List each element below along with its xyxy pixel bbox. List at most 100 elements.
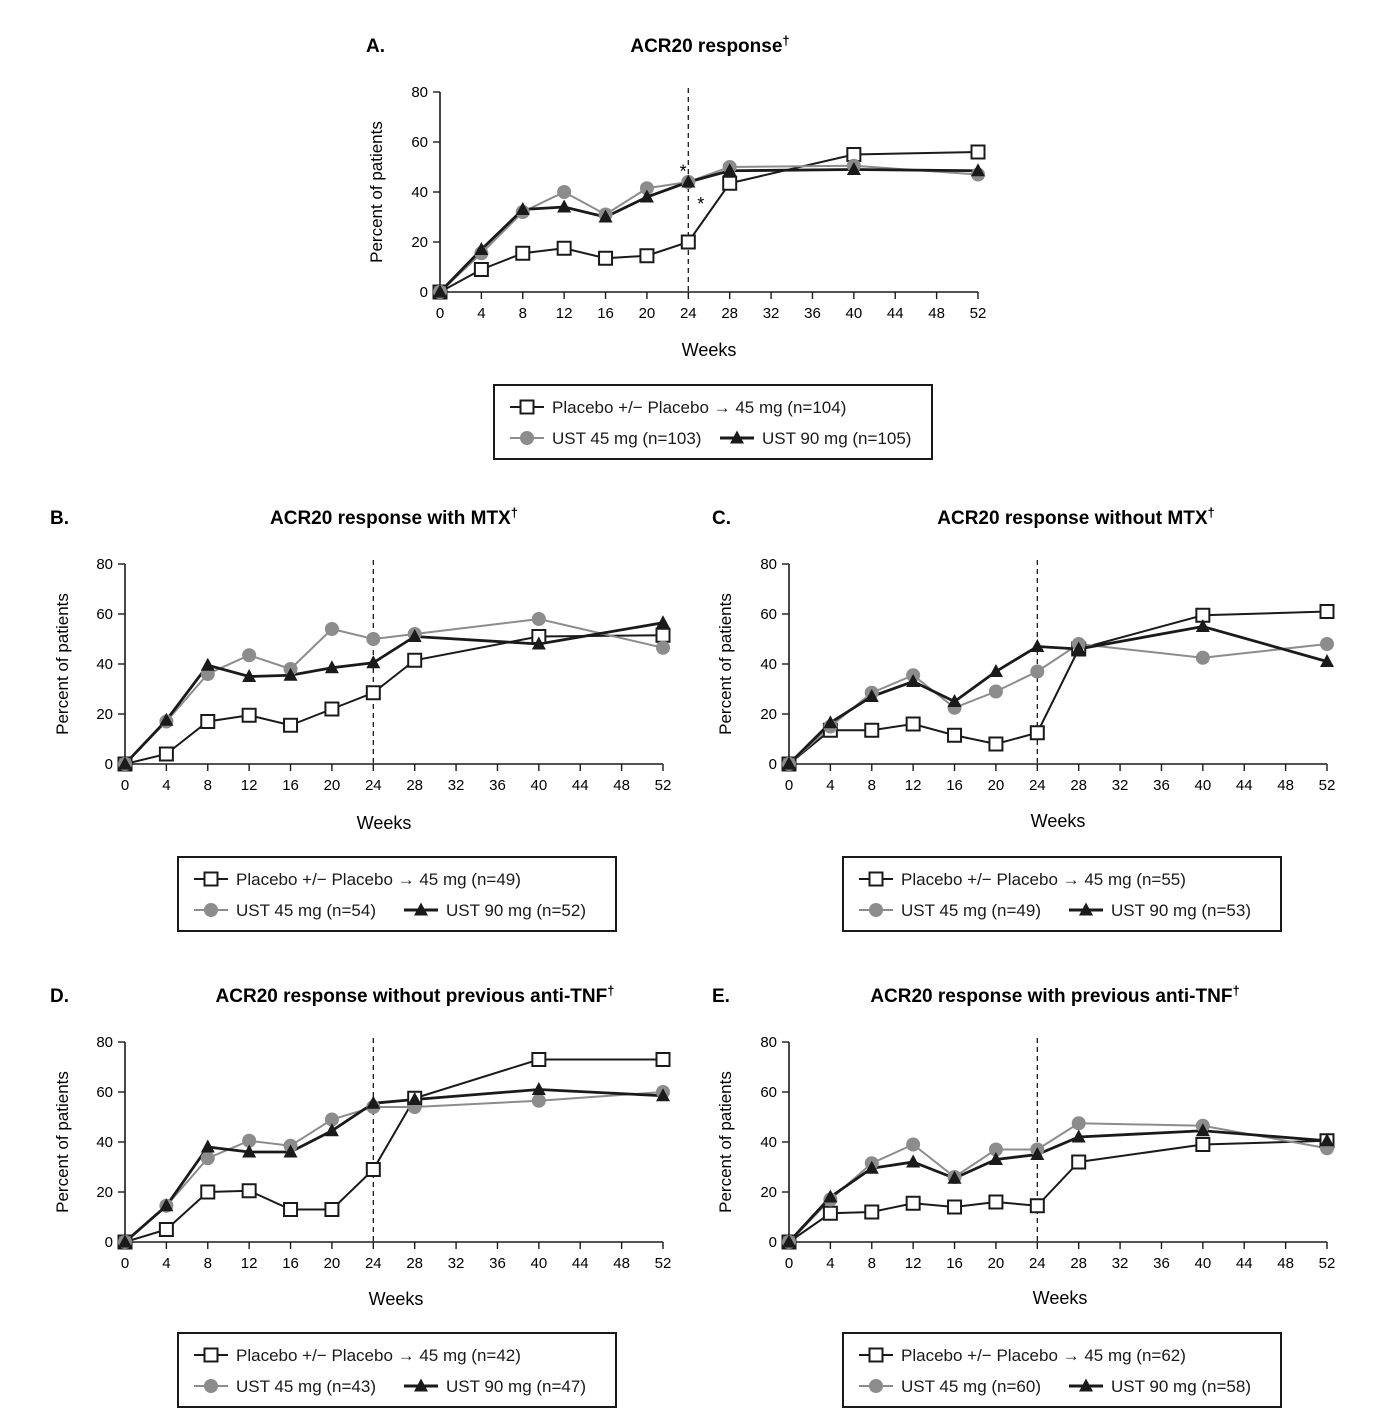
placebo-marker <box>324 1202 340 1217</box>
legend-box <box>842 1332 1282 1408</box>
legend: Placebo +/− Placebo → 45 mg (n=62) UST 45… <box>842 1332 1282 1408</box>
legend-label-placebo: Placebo +/− Placebo → 45 mg (n=62) <box>901 1346 1186 1365</box>
x-tick-label: 16 <box>946 777 963 794</box>
ust90-marker <box>1030 1147 1045 1160</box>
ust90-marker <box>988 664 1003 677</box>
legend-label-ust90: UST 90 mg (n=52) <box>446 901 586 920</box>
x-tick-label: 8 <box>519 305 527 322</box>
legend: Placebo +/− Placebo → 45 mg (n=42) UST 45… <box>177 1332 617 1408</box>
x-tick-label: 0 <box>785 777 793 794</box>
placebo-marker <box>407 652 423 668</box>
ust90-marker <box>1071 641 1086 655</box>
x-tick-label: 48 <box>613 777 630 794</box>
placebo-marker <box>241 707 257 723</box>
ust45-marker <box>988 1142 1003 1157</box>
x-tick-label: 32 <box>448 777 465 794</box>
placebo-marker <box>365 685 381 701</box>
x-tick-label: 48 <box>613 1255 630 1272</box>
ust90-marker <box>118 756 132 770</box>
placebo-marker <box>822 1205 838 1221</box>
ust90-marker <box>200 657 215 671</box>
series-line-ust90 <box>787 1129 1328 1243</box>
y-tick-label: 40 <box>411 184 428 201</box>
x-tick-label: 28 <box>1070 1255 1087 1272</box>
legend-label-ust90: UST 90 mg (n=105) <box>762 429 911 448</box>
series-line-placebo <box>124 1058 663 1243</box>
series-line-ust45 <box>124 1091 664 1243</box>
legend-label-placebo: Placebo +/− Placebo → 45 mg (n=49) <box>236 870 521 889</box>
y-tick-label: 20 <box>760 1184 777 1201</box>
x-tick-label: 40 <box>1195 1255 1212 1272</box>
ust90-marker <box>407 629 422 642</box>
legend: Placebo +/− Placebo → 45 mg (n=104) UST 4… <box>493 384 933 460</box>
y-tick-label: 40 <box>760 656 777 673</box>
x-axis-label: Weeks <box>1031 811 1086 831</box>
placebo-marker <box>283 717 299 733</box>
y-tick-label: 0 <box>420 284 428 301</box>
ust90-marker <box>681 174 696 188</box>
ust90-marker <box>823 1189 838 1203</box>
placebo-marker <box>473 262 489 277</box>
placebo-marker <box>988 1194 1004 1210</box>
ust45-marker <box>656 640 670 655</box>
ust90-marker <box>656 1088 670 1102</box>
x-tick-label: 40 <box>1195 777 1212 794</box>
x-tick-label: 24 <box>1029 1255 1046 1272</box>
x-tick-label: 16 <box>282 777 299 794</box>
x-tick-label: 52 <box>970 305 987 322</box>
series-line-ust90 <box>124 1088 664 1244</box>
placebo-marker <box>947 727 963 743</box>
x-tick-label: 44 <box>572 1255 589 1272</box>
x-tick-label: 24 <box>365 1255 382 1272</box>
x-tick-label: 8 <box>204 777 212 794</box>
legend-box <box>177 1332 617 1408</box>
ust45-marker <box>531 612 546 626</box>
ust45-marker <box>869 903 883 917</box>
placebo-marker <box>515 245 531 261</box>
ust90-marker <box>722 163 737 177</box>
y-tick-label: 80 <box>96 556 113 573</box>
ust45-marker <box>242 648 257 663</box>
placebo-marker <box>905 716 921 732</box>
y-tick-label: 80 <box>760 556 777 573</box>
series-line-placebo <box>124 634 664 765</box>
ust90-marker <box>407 1092 422 1105</box>
x-tick-label: 24 <box>1029 777 1046 794</box>
x-tick-label: 48 <box>1277 777 1294 794</box>
x-tick-label: 36 <box>489 1255 506 1272</box>
panel-letter: B. <box>50 508 69 529</box>
chart-panel-e: E. ACR20 response with previous anti-TNF†… <box>712 983 1336 1408</box>
ust90-marker <box>1195 1123 1210 1137</box>
x-tick-label: 52 <box>1319 1255 1336 1272</box>
series-line-ust45 <box>439 164 979 293</box>
ust90-marker <box>906 1154 921 1168</box>
placebo-marker <box>519 399 535 415</box>
ust90-marker <box>283 667 298 681</box>
placebo-marker <box>864 1204 880 1220</box>
y-tick-label: 60 <box>760 606 777 623</box>
x-tick-label: 16 <box>597 305 614 322</box>
chart-title: ACR20 response without MTX† <box>937 505 1214 529</box>
ust90-marker <box>1195 619 1210 632</box>
placebo-marker <box>988 736 1004 752</box>
series-line-placebo <box>788 610 1328 765</box>
legend-label-ust90: UST 90 mg (n=47) <box>446 1377 586 1396</box>
ust45-marker <box>204 1379 218 1393</box>
legend-box <box>493 384 933 460</box>
placebo-marker <box>200 1184 216 1200</box>
x-tick-label: 0 <box>121 777 129 794</box>
ust90-marker <box>730 430 744 444</box>
legend-label-placebo: Placebo +/− Placebo → 45 mg (n=42) <box>236 1346 521 1365</box>
ust90-marker <box>947 694 962 707</box>
placebo-marker <box>639 248 655 264</box>
legend-label-placebo: Placebo +/− Placebo → 45 mg (n=55) <box>901 870 1186 889</box>
y-axis-label: Percent of patients <box>53 1071 72 1213</box>
x-tick-label: 4 <box>826 777 834 794</box>
ust45-marker <box>200 1151 215 1166</box>
ust90-marker <box>656 615 670 629</box>
series-line-ust90 <box>788 625 1328 765</box>
x-tick-label: 12 <box>241 1255 258 1272</box>
y-tick-label: 40 <box>760 1134 777 1151</box>
